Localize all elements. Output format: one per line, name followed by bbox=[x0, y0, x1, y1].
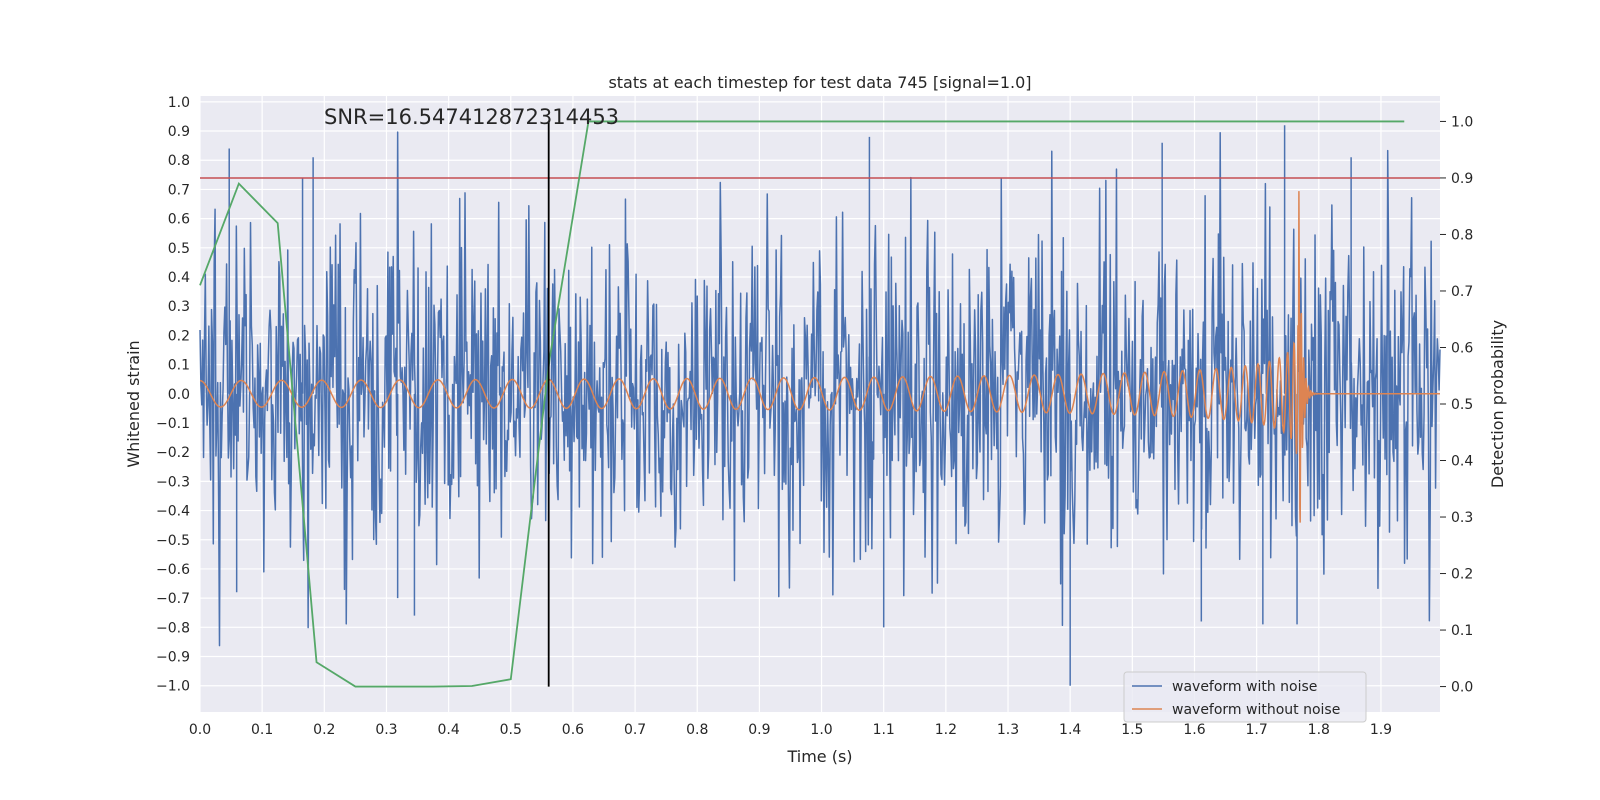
y2-tick-label: 0.3 bbox=[1451, 510, 1473, 526]
y2-tick-labels: 1.0 0.9 0.8 0.7 0.6 0.5 0.4 0.3 0.2 0.1 0.0 bbox=[1440, 114, 1473, 696]
y-tick-label: −0.6 bbox=[156, 562, 190, 578]
y-tick-label: 0.1 bbox=[168, 358, 190, 374]
y-tick-label: −0.8 bbox=[156, 620, 190, 636]
x-tick-label: 0.6 bbox=[562, 722, 584, 738]
y-tick-label: 0.8 bbox=[168, 153, 190, 169]
y2-tick-label: 0.8 bbox=[1451, 227, 1473, 243]
series-detection-probability bbox=[199, 120, 1405, 688]
y-tick-label: −0.7 bbox=[156, 591, 190, 607]
series-waveform-with-noise bbox=[199, 131, 1441, 647]
x-tick-label: 1.0 bbox=[810, 722, 832, 738]
x-tick-label: 1.6 bbox=[1183, 722, 1205, 738]
y-tick-label: 0.3 bbox=[168, 299, 190, 315]
y-tick-label: 0.7 bbox=[168, 182, 190, 198]
y-tick-label: −0.5 bbox=[156, 533, 190, 549]
y-tick-label: −0.1 bbox=[156, 416, 190, 432]
chart-title: stats at each timestep for test data 745… bbox=[608, 73, 1031, 92]
snr-annotation: SNR=16.547412872314453 bbox=[324, 105, 619, 129]
legend: waveform with noise waveform without noi… bbox=[1123, 671, 1367, 723]
x-tick-label: 1.8 bbox=[1308, 722, 1330, 738]
y2-tick-label: 0.5 bbox=[1451, 397, 1473, 413]
x-tick-label: 1.9 bbox=[1370, 722, 1392, 738]
y2-tick-label: 0.6 bbox=[1451, 340, 1473, 356]
y-tick-label: 0.5 bbox=[168, 241, 190, 257]
y-tick-label: 0.4 bbox=[168, 270, 190, 286]
y-tick-label: −0.2 bbox=[156, 445, 190, 461]
x-tick-label: 1.2 bbox=[935, 722, 957, 738]
x-tick-label: 0.1 bbox=[251, 722, 273, 738]
y-tick-label: −0.9 bbox=[156, 650, 190, 666]
x-tick-labels: 0.0 0.1 0.2 0.3 0.4 0.5 0.6 0.7 0.8 0.9 1.0 1.1 1.2 1… bbox=[189, 722, 1392, 738]
x-tick-label: 1.1 bbox=[873, 722, 895, 738]
x-tick-label: 0.7 bbox=[624, 722, 646, 738]
legend-label-waveform-with-noise: waveform with noise bbox=[1172, 679, 1317, 695]
y-tick-label: −0.4 bbox=[156, 504, 190, 520]
y-tick-label: 0.9 bbox=[168, 124, 190, 140]
y-tick-label: 0.6 bbox=[168, 212, 190, 228]
x-tick-label: 0.8 bbox=[686, 722, 708, 738]
y-tick-label: 1.0 bbox=[168, 95, 190, 111]
x-axis-label: Time (s) bbox=[786, 747, 852, 766]
x-tick-label: 0.9 bbox=[748, 722, 770, 738]
y-tick-label: −0.3 bbox=[156, 474, 190, 490]
y-tick-label: 0.0 bbox=[168, 387, 190, 403]
y2-tick-label: 0.4 bbox=[1451, 454, 1473, 470]
y2-tick-label: 0.1 bbox=[1451, 623, 1473, 639]
y2-axis-label: Detection probability bbox=[1488, 320, 1507, 488]
x-tick-label: 0.0 bbox=[189, 722, 211, 738]
y-axis-label: Whitened strain bbox=[124, 340, 143, 467]
series-layer bbox=[199, 120, 1441, 688]
legend-label-waveform-without-noise: waveform without noise bbox=[1172, 702, 1340, 718]
y-tick-label: 0.2 bbox=[168, 328, 190, 344]
x-tick-label: 0.5 bbox=[500, 722, 522, 738]
y2-tick-label: 0.9 bbox=[1451, 171, 1473, 187]
y2-tick-label: 1.0 bbox=[1451, 114, 1473, 130]
y2-tick-label: 0.7 bbox=[1451, 284, 1473, 300]
y-tick-label: −1.0 bbox=[156, 679, 190, 695]
x-tick-label: 0.2 bbox=[313, 722, 335, 738]
legend-box bbox=[1123, 671, 1367, 723]
y2-tick-label: 0.0 bbox=[1451, 680, 1473, 696]
series-waveform-without-noise bbox=[199, 191, 1440, 523]
x-tick-label: 0.3 bbox=[375, 722, 397, 738]
x-tick-label: 1.3 bbox=[997, 722, 1019, 738]
x-tick-label: 0.4 bbox=[437, 722, 459, 738]
y-tick-labels: 1.0 0.9 0.8 0.7 0.6 0.5 0.4 0.3 0.2 0.1 0.0 −0.1 −0.… bbox=[156, 95, 190, 695]
x-tick-label: 1.4 bbox=[1059, 722, 1081, 738]
y2-tick-label: 0.2 bbox=[1451, 567, 1473, 583]
x-tick-label: 1.7 bbox=[1246, 722, 1268, 738]
x-tick-label: 1.5 bbox=[1121, 722, 1143, 738]
